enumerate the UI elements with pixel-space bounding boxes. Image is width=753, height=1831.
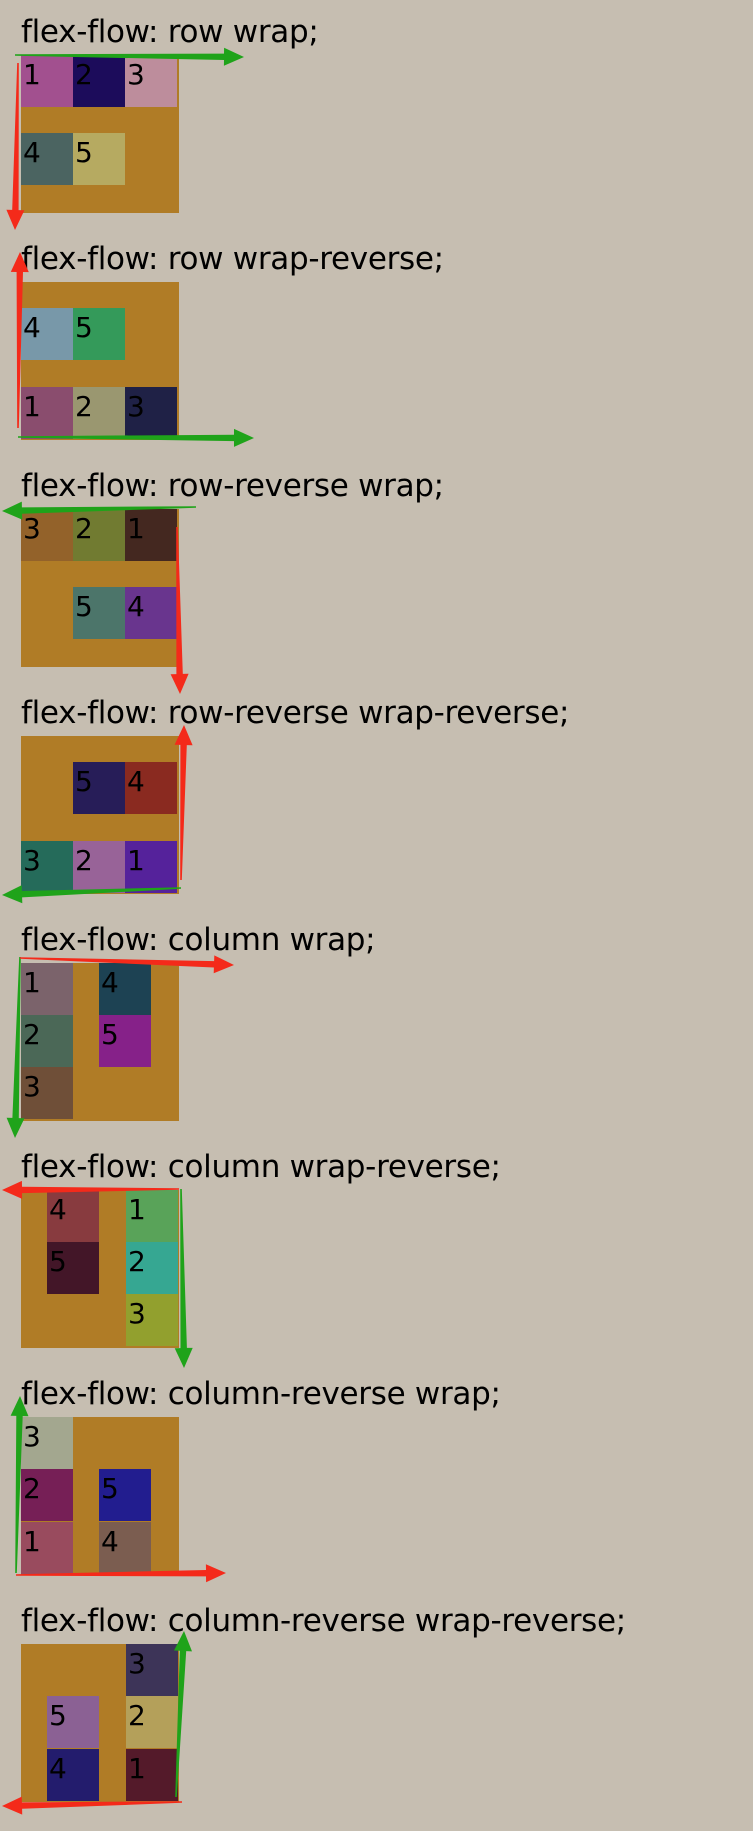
flex-item: 3 [126, 1294, 178, 1346]
flex-item: 4 [99, 963, 151, 1015]
flex-item: 3 [21, 841, 73, 893]
example-title: flex-flow: row-reverse wrap-reverse; [21, 695, 570, 731]
flex-item: 2 [73, 387, 125, 439]
flex-item: 5 [47, 1696, 99, 1748]
example-title: flex-flow: column wrap-reverse; [21, 1149, 501, 1185]
example-title: flex-flow: column-reverse wrap-reverse; [21, 1603, 626, 1639]
flex-item: 5 [99, 1469, 151, 1521]
flex-item: 3 [125, 387, 177, 439]
example-title: flex-flow: row wrap-reverse; [21, 241, 444, 277]
flex-item: 5 [73, 762, 125, 814]
flex-item: 3 [21, 509, 73, 561]
flex-item: 1 [21, 1522, 73, 1574]
flex-item: 3 [126, 1644, 178, 1696]
flex-item: 4 [125, 762, 177, 814]
flex-item: 1 [126, 1190, 178, 1242]
flex-item: 2 [73, 841, 125, 893]
flex-item: 1 [125, 841, 177, 893]
flex-item: 4 [99, 1522, 151, 1574]
flex-item: 1 [21, 387, 73, 439]
flex-item: 4 [47, 1190, 99, 1242]
flex-item: 2 [21, 1015, 73, 1067]
flex-item: 2 [126, 1696, 178, 1748]
flex-item: 4 [47, 1749, 99, 1801]
flex-item: 4 [21, 133, 73, 185]
example-title: flex-flow: column wrap; [21, 922, 376, 958]
flex-item: 1 [21, 55, 73, 107]
flex-item: 5 [73, 133, 125, 185]
flex-item: 2 [126, 1242, 178, 1294]
example-title: flex-flow: column-reverse wrap; [21, 1376, 501, 1412]
flex-item: 2 [73, 509, 125, 561]
flex-item: 5 [99, 1015, 151, 1067]
flex-item: 1 [125, 509, 177, 561]
flex-item: 4 [125, 587, 177, 639]
flex-item: 3 [125, 55, 177, 107]
flex-item: 2 [21, 1469, 73, 1521]
flex-item: 3 [21, 1417, 73, 1469]
flex-item: 5 [73, 308, 125, 360]
flex-item: 1 [21, 963, 73, 1015]
example-title: flex-flow: row-reverse wrap; [21, 468, 444, 504]
example-title: flex-flow: row wrap; [21, 14, 319, 50]
flex-item: 5 [47, 1242, 99, 1294]
flex-item: 1 [126, 1749, 178, 1801]
flex-item: 4 [21, 308, 73, 360]
flex-item: 2 [73, 55, 125, 107]
flex-item: 5 [73, 587, 125, 639]
flex-item: 3 [21, 1067, 73, 1119]
